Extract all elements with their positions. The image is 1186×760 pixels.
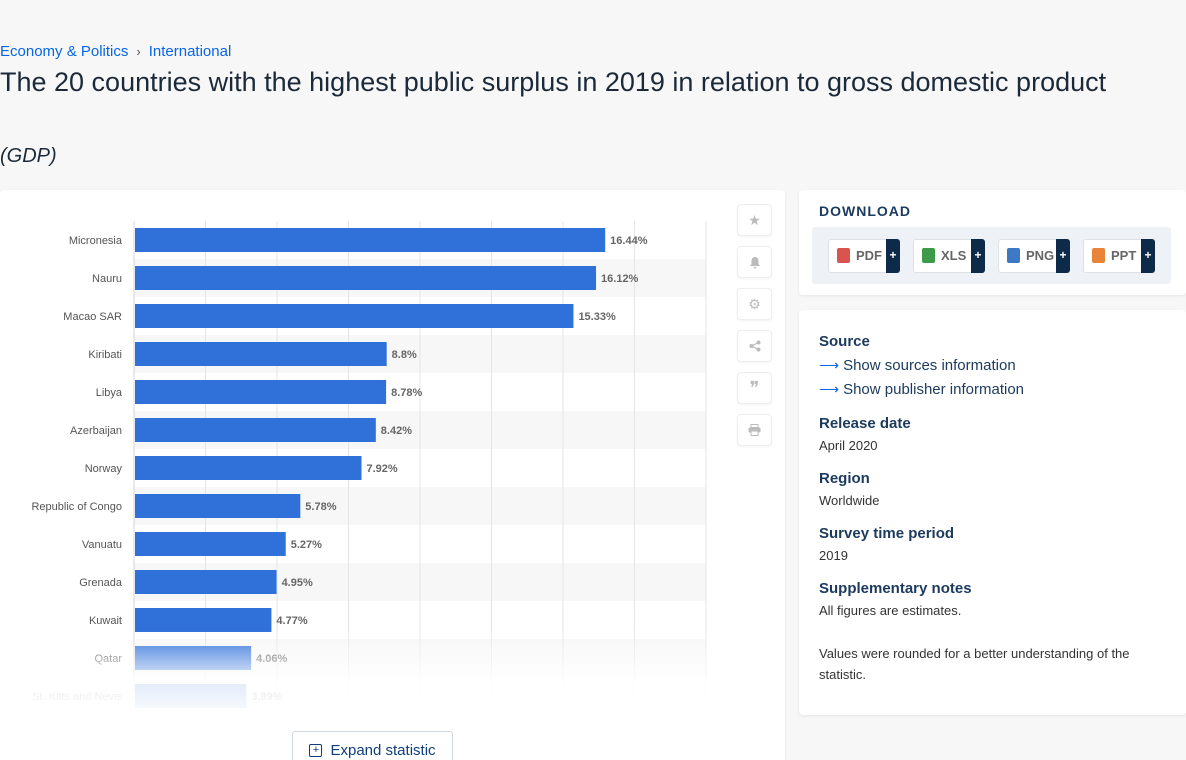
release-date-value: April 2020 [819, 438, 878, 453]
breadcrumb-separator: › [136, 44, 141, 59]
category-label: Nauru [92, 273, 122, 285]
category-label: Libya [96, 387, 123, 399]
quote-icon: ❞ [749, 378, 760, 398]
bar [135, 380, 387, 404]
category-label: Vanuatu [82, 539, 122, 551]
show-sources-link[interactable]: ⟶ Show sources information [819, 357, 1016, 374]
show-publisher-link[interactable]: ⟶ Show publisher information [819, 381, 1024, 398]
bar [135, 456, 362, 480]
survey-period-value: 2019 [819, 548, 848, 563]
data-label: 5.78% [305, 501, 336, 513]
category-label: Macao SAR [63, 311, 122, 323]
category-label: Micronesia [69, 235, 123, 247]
data-label: 4.95% [282, 577, 313, 589]
bar [135, 608, 272, 632]
pdf-file-icon [837, 248, 850, 263]
data-label: 7.92% [367, 463, 398, 475]
region-label: Region [819, 470, 870, 487]
download-ppt-button[interactable]: PPT + [1083, 238, 1155, 273]
plus-square-icon: + [309, 743, 323, 757]
source-label: Source [819, 333, 870, 350]
xls-plus-button[interactable]: + [971, 238, 985, 273]
info-card: Source ⟶ Show sources information ⟶ Show… [799, 310, 1186, 715]
settings-button[interactable]: ⚙ [737, 288, 772, 320]
download-png-button[interactable]: PNG + [998, 238, 1070, 273]
bar [135, 342, 387, 366]
bar [135, 418, 376, 442]
bar [135, 570, 277, 594]
breadcrumb-international[interactable]: International [148, 43, 232, 60]
page-subtitle: (GDP) [0, 145, 57, 167]
star-icon: ★ [748, 211, 761, 228]
data-label: 5.27% [291, 539, 322, 551]
gear-icon: ⚙ [748, 295, 761, 312]
bar [135, 304, 574, 328]
print-button[interactable] [737, 414, 772, 446]
arrow-right-icon: ⟶ [819, 381, 840, 397]
favorite-button[interactable]: ★ [737, 204, 772, 236]
category-label: Republic of Congo [31, 501, 122, 513]
breadcrumb-economy-politics[interactable]: Economy & Politics [0, 43, 129, 60]
survey-period-label: Survey time period [819, 525, 955, 542]
download-pdf-button[interactable]: PDF + [828, 238, 900, 273]
data-label: 16.12% [601, 273, 639, 285]
data-label: 8.8% [392, 349, 417, 361]
data-label: 16.44% [610, 235, 648, 247]
category-label: Kiribati [88, 349, 122, 361]
category-label: Azerbaijan [70, 425, 122, 437]
pdf-plus-button[interactable]: + [886, 238, 900, 273]
xls-file-icon [922, 248, 935, 263]
bar [135, 266, 597, 290]
share-button[interactable] [737, 330, 772, 362]
page-title: The 20 countries with the highest public… [0, 67, 1107, 97]
bell-icon [749, 256, 760, 268]
bar [135, 532, 286, 556]
category-label: Kuwait [89, 615, 122, 627]
show-sources-text: Show sources information [843, 357, 1016, 374]
download-xls-button[interactable]: XLS + [913, 238, 985, 273]
ppt-plus-button[interactable]: + [1141, 238, 1155, 273]
chart-fade-overlay [0, 630, 720, 720]
release-date-label: Release date [819, 415, 911, 432]
notification-button[interactable] [737, 246, 772, 278]
data-label: 8.78% [391, 387, 422, 399]
supplementary-notes-label: Supplementary notes [819, 580, 972, 597]
data-label: 8.42% [381, 425, 412, 437]
category-label: Norway [85, 463, 123, 475]
supplementary-note-estimates: All figures are estimates. [819, 603, 962, 618]
png-label: PNG [1026, 248, 1055, 263]
region-value: Worldwide [819, 493, 880, 508]
png-file-icon [1007, 248, 1020, 263]
download-card: DOWNLOAD PDF + XLS + PNG + PPT + [799, 190, 1186, 295]
download-title: DOWNLOAD [819, 203, 911, 219]
expand-statistic-label: Expand statistic [330, 741, 436, 759]
pdf-label: PDF [856, 248, 882, 263]
arrow-right-icon: ⟶ [819, 357, 840, 373]
category-label: Grenada [79, 577, 123, 589]
ppt-label: PPT [1111, 248, 1137, 263]
share-icon [749, 340, 760, 352]
ppt-file-icon [1092, 248, 1105, 263]
data-label: 4.77% [276, 615, 307, 627]
breadcrumb: Economy & Politics › International [0, 43, 231, 60]
png-plus-button[interactable]: + [1056, 238, 1070, 273]
xls-label: XLS [941, 248, 967, 263]
show-publisher-text: Show publisher information [843, 381, 1025, 398]
chart-card: Micronesia 16.44% Nauru 16.12% Macao SAR 15.3… [0, 190, 785, 760]
bar [135, 228, 606, 252]
cite-button[interactable]: ❞ [737, 372, 772, 404]
supplementary-note-rounding: Values were rounded for a better underst… [819, 646, 1130, 682]
bar [135, 494, 301, 518]
chart-toolbar: ★ ⚙ ❞ [737, 204, 772, 446]
expand-statistic-button[interactable]: + Expand statistic [292, 731, 453, 760]
download-buttons: PDF + XLS + PNG + PPT + [812, 227, 1171, 284]
print-icon [748, 424, 761, 436]
data-label: 15.33% [578, 311, 616, 323]
